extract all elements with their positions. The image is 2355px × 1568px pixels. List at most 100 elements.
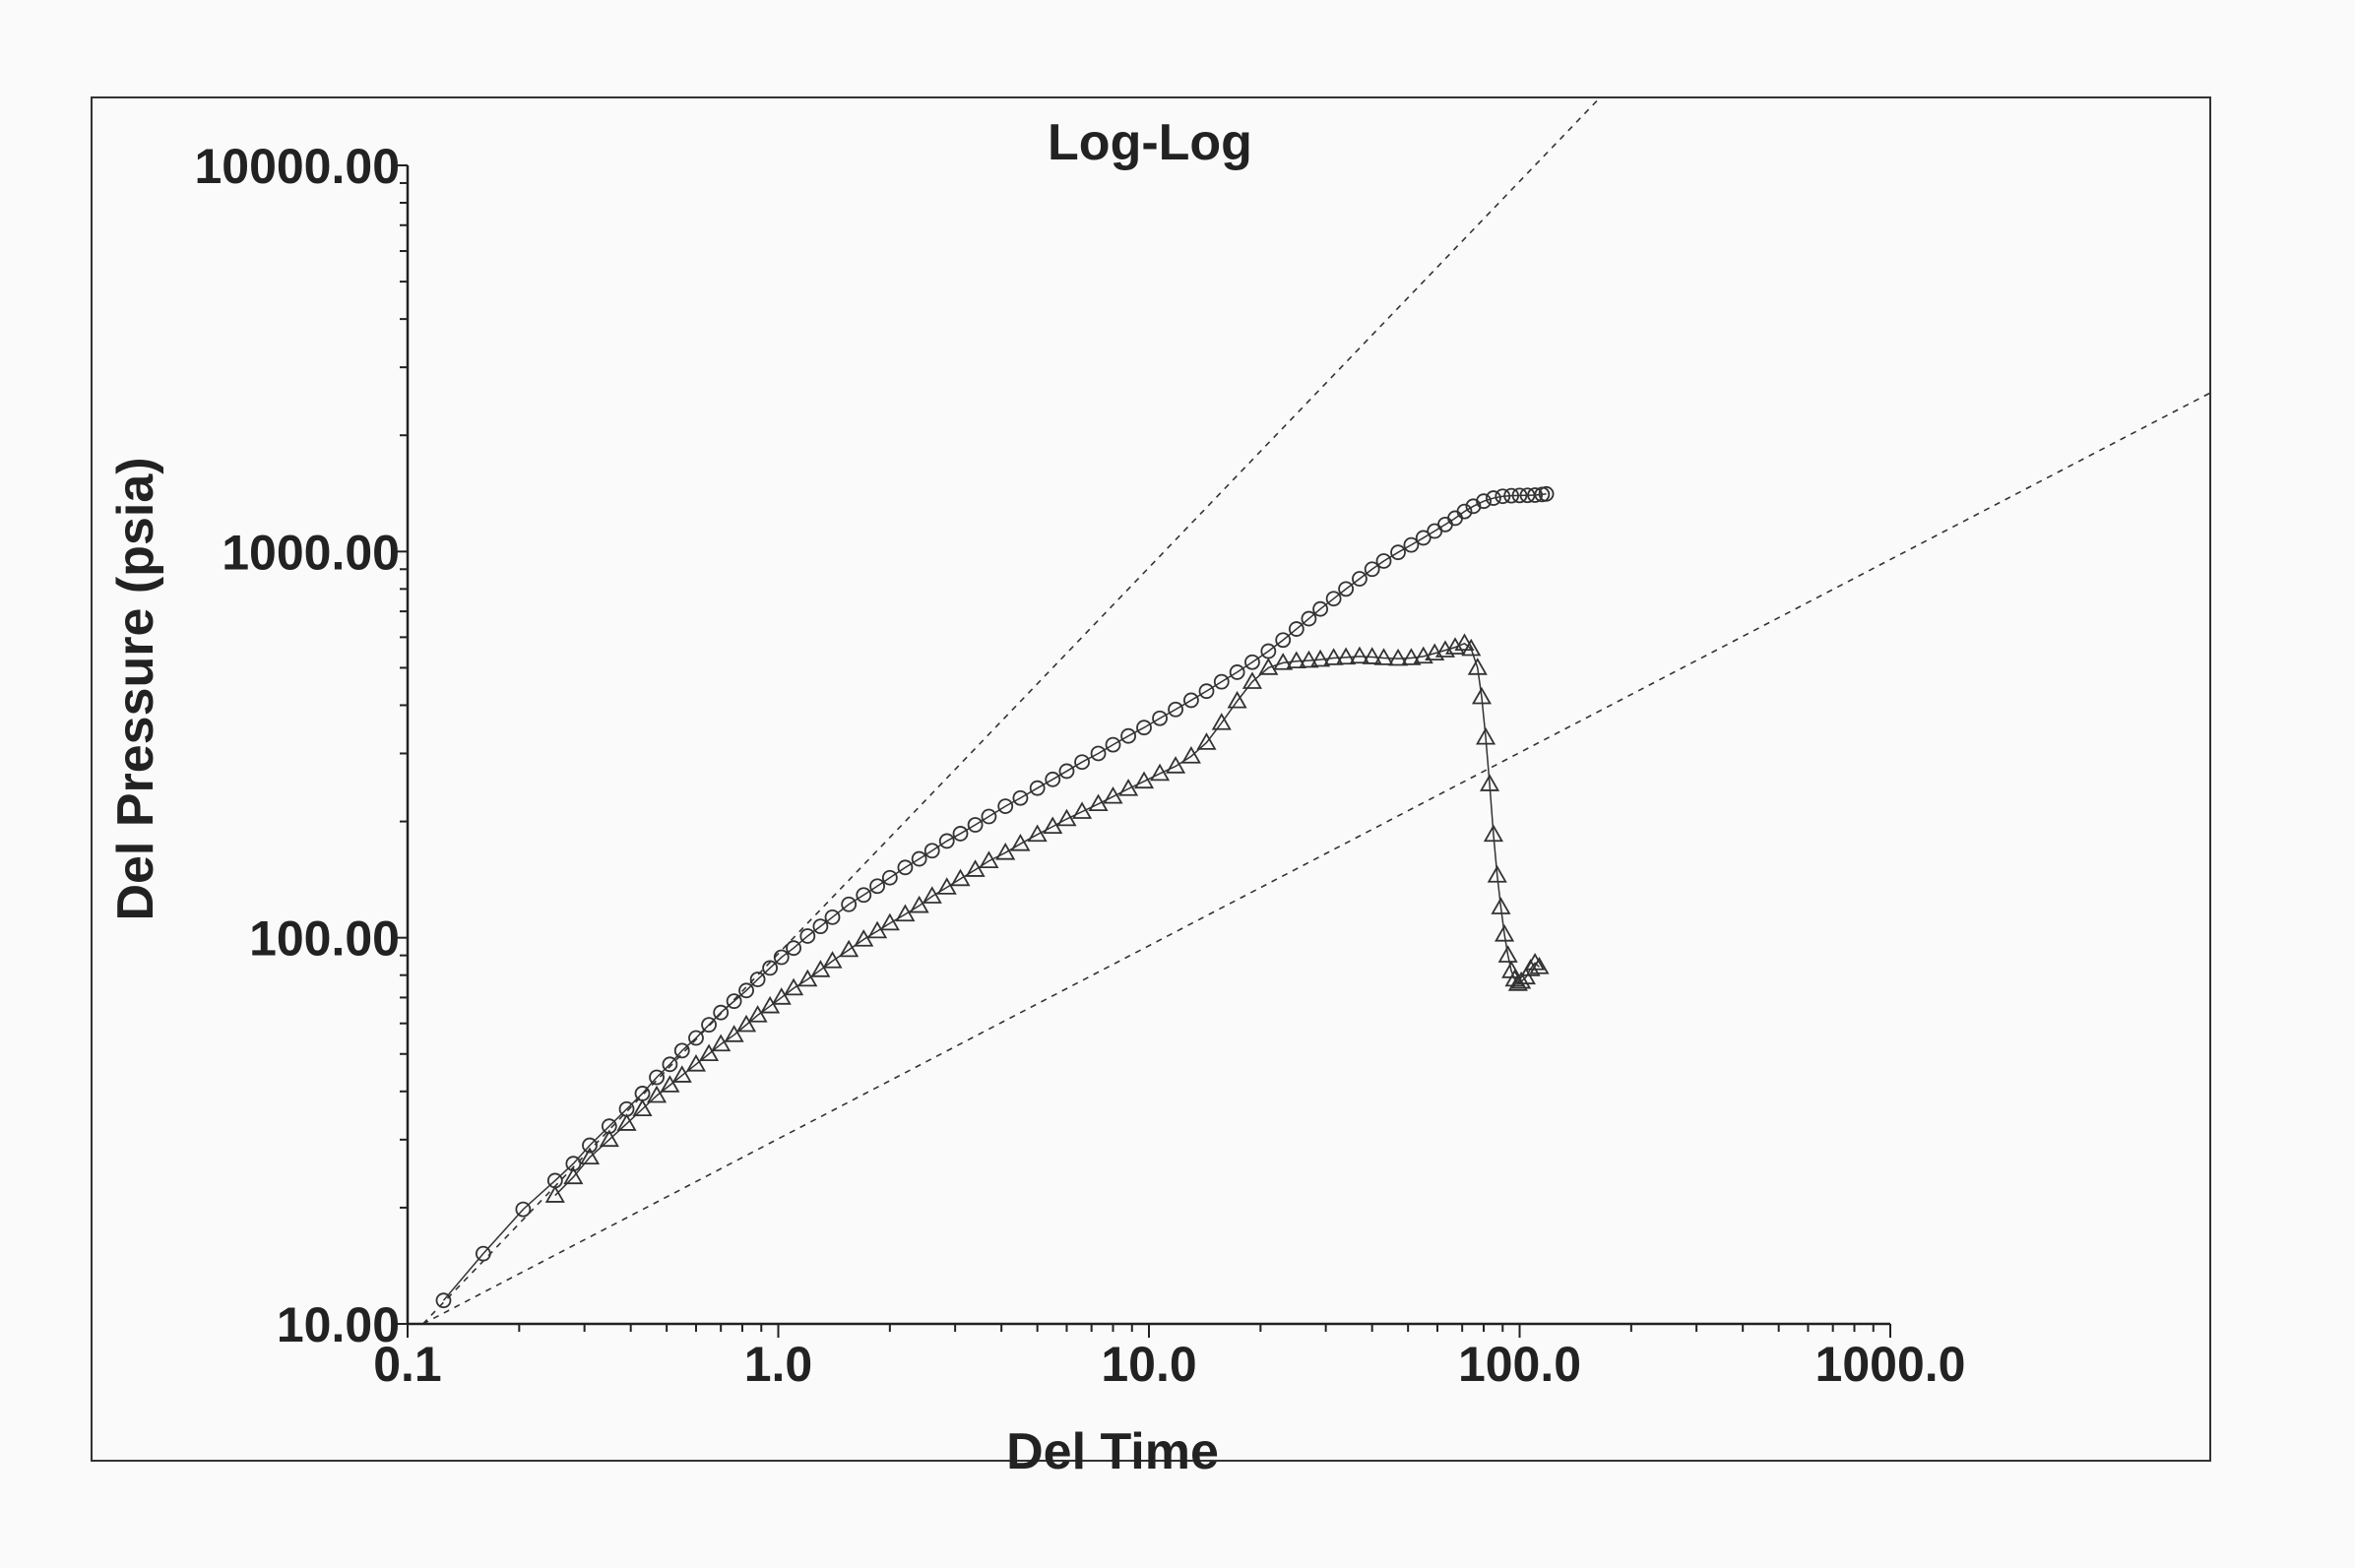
x-tick-label: 100.0 (1458, 1337, 1581, 1392)
triangle-marker (1413, 646, 1433, 664)
circle-marker (967, 817, 984, 833)
circle-marker (1045, 771, 1061, 787)
circle-marker (812, 918, 829, 935)
triangle-marker (1475, 726, 1496, 745)
circle-marker (799, 928, 816, 944)
triangle-marker (909, 895, 929, 913)
triangle-marker (1511, 971, 1532, 989)
circle-marker (601, 1118, 617, 1135)
triangle-marker (1310, 649, 1331, 667)
circle-marker (1486, 490, 1501, 506)
triangle-marker (1150, 763, 1171, 782)
circle-marker (1511, 487, 1528, 504)
triangle-marker (784, 977, 804, 996)
triangle-marker (616, 1113, 637, 1131)
circle-marker (869, 878, 885, 895)
circle-marker (856, 887, 872, 904)
circle-marker (911, 850, 927, 867)
derivative-series (544, 633, 1550, 1203)
circle-marker (1325, 591, 1342, 607)
circle-marker (1029, 780, 1046, 796)
triangle-marker (1444, 637, 1466, 655)
triangle-marker (1258, 658, 1279, 675)
triangle-marker (1010, 834, 1031, 851)
triangle-marker (1273, 653, 1294, 670)
circle-marker (824, 909, 841, 925)
triangle-marker (760, 995, 781, 1014)
circle-marker (923, 843, 940, 859)
circle-marker (1352, 571, 1368, 587)
circle-marker (1390, 544, 1406, 561)
reference-line (422, 392, 2210, 1325)
triangle-marker (1515, 967, 1536, 985)
circle-marker (981, 808, 997, 825)
triangle-marker (646, 1085, 668, 1103)
x-tick-label: 10.0 (1101, 1337, 1196, 1392)
circle-marker (1105, 736, 1121, 753)
circle-marker (1168, 701, 1183, 718)
y-tick-label: 1000.00 (222, 525, 400, 580)
triangle-marker (1487, 865, 1507, 883)
y-axis-label: Del Pressure (psia) (107, 457, 164, 920)
triangle-marker (1336, 647, 1357, 665)
circle-marker (1403, 536, 1420, 553)
triangle-marker (1227, 690, 1247, 709)
circle-marker (1136, 720, 1152, 736)
circle-marker (997, 798, 1014, 814)
circle-marker (1503, 487, 1520, 504)
triangle-marker (1479, 774, 1500, 791)
triangle-marker (1180, 746, 1201, 764)
circle-marker (786, 940, 801, 957)
triangle-marker (1103, 785, 1123, 804)
y-tick-label: 10.00 (277, 1297, 400, 1352)
chart-title: Log-Log (1048, 114, 1252, 171)
triangle-marker (1027, 824, 1048, 843)
triangle-marker (1043, 816, 1063, 835)
triangle-marker (1166, 756, 1186, 774)
x-tick-label: 1000.0 (1815, 1337, 1966, 1392)
circle-marker (1120, 727, 1136, 744)
triangle-marker (1286, 651, 1306, 669)
circle-marker (1476, 493, 1492, 510)
triangle-marker (599, 1129, 619, 1148)
circle-marker (738, 982, 754, 999)
triangle-marker (797, 969, 818, 987)
circle-marker (701, 1017, 717, 1034)
triangle-marker (1072, 801, 1093, 819)
series-line (554, 642, 1540, 1197)
circle-marker (688, 1030, 704, 1046)
circle-marker (1312, 600, 1328, 617)
triangle-marker (1211, 713, 1232, 730)
circle-marker (582, 1137, 598, 1154)
axes: 0.1 1.0 10.0 100.0 1000.0 10.00 100.00 1000.00 1… (194, 139, 1965, 1392)
circle-marker (1527, 487, 1543, 503)
triangle-marker (1461, 638, 1482, 657)
triangle-marker (1525, 953, 1546, 971)
triangle-marker (1497, 945, 1518, 963)
triangle-marker (1196, 732, 1217, 750)
triangle-marker (1133, 771, 1155, 789)
triangle-marker (810, 960, 831, 977)
triangle-marker (771, 987, 792, 1005)
circle-marker (1182, 692, 1199, 709)
circle-marker (1288, 621, 1305, 637)
triangle-marker (1491, 897, 1511, 914)
triangle-marker (979, 850, 999, 869)
circle-marker (1375, 553, 1392, 569)
x-tick-label: 1.0 (744, 1337, 813, 1392)
circle-marker (726, 993, 742, 1010)
triangle-marker (936, 877, 957, 895)
circle-marker (1213, 673, 1230, 690)
triangle-marker (699, 1043, 720, 1062)
triangle-marker (1471, 686, 1493, 705)
series-line (442, 493, 1547, 1301)
x-axis-label: Del Time (1006, 1423, 1219, 1480)
triangle-marker (1088, 793, 1109, 812)
triangle-marker (724, 1025, 744, 1042)
triangle-marker (711, 1034, 732, 1052)
triangle-marker (1299, 650, 1319, 668)
triangle-marker (1323, 648, 1344, 665)
circle-marker (1058, 763, 1075, 780)
circle-marker (1415, 530, 1432, 546)
circle-marker (435, 1292, 452, 1309)
